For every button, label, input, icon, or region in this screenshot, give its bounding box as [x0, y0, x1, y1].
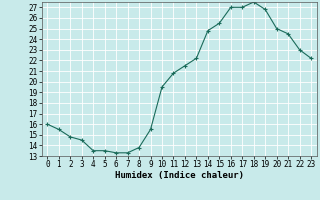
X-axis label: Humidex (Indice chaleur): Humidex (Indice chaleur) [115, 171, 244, 180]
